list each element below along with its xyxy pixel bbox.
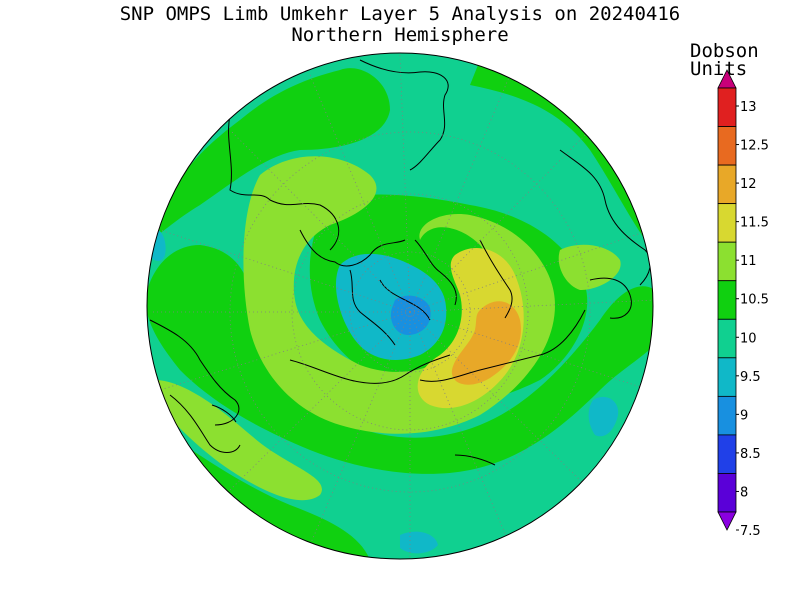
colorbar-tick-label: 10 (740, 331, 757, 346)
colorbar-min-arrow (717, 511, 737, 531)
map-border (146, 52, 654, 560)
field-region-10-5 (558, 244, 621, 290)
colorbar-bin (717, 87, 737, 127)
colorbar-tick-label: 12.5 (740, 139, 769, 154)
colorbar-units-label: Dobson (690, 40, 759, 62)
colorbar-bin (717, 164, 737, 205)
colorbar-bin (717, 473, 737, 513)
colorbar: 13 12.5 12 11.5 11 10.5 10 9.5 9 8.5 8 7.5 (717, 69, 769, 539)
field-region-9 (335, 253, 447, 360)
chart-subtitle: Northern Hemisphere (291, 24, 509, 46)
colorbar-tick-label: 11.5 (740, 216, 769, 231)
field-region-10 (150, 68, 390, 240)
colorbar-bin (717, 126, 737, 166)
colorbar-tick-label: 10.5 (740, 293, 769, 308)
field-region-10-5 (155, 380, 322, 501)
colorbar-tick-label: 9.5 (740, 370, 761, 385)
colorbar-bin (717, 203, 737, 243)
colorbar-bin (717, 241, 737, 282)
colorbar-tick-label: 8.5 (740, 447, 761, 462)
colorbar-tick-label: 7.5 (740, 524, 761, 539)
field-region-10 (147, 245, 653, 474)
colorbar-tick-label: 13 (740, 100, 757, 115)
colorbar-max-arrow (717, 69, 737, 89)
colorbar-tick-label: 8 (740, 485, 748, 500)
hemisphere-map (147, 53, 653, 559)
chart-title: SNP OMPS Limb Umkehr Layer 5 Analysis on… (119, 3, 681, 25)
colorbar-bin (717, 280, 737, 320)
field-region-8-5 (390, 295, 431, 336)
field-region-9 (588, 396, 619, 437)
colorbar-bin (717, 434, 737, 474)
longitude-gridlines (150, 54, 653, 559)
colorbar-bin (717, 357, 737, 397)
colorbar-tick-label: 12 (740, 177, 757, 192)
colorbar-tick-label: 9 (740, 408, 748, 423)
colorbar-units-label-2: Units (690, 58, 748, 80)
field-region-9 (400, 531, 438, 554)
colorbar-bin (717, 318, 737, 359)
colorbar-bin (717, 395, 737, 436)
coastlines (149, 59, 651, 466)
colorbar-tick-label: 11 (740, 254, 757, 269)
